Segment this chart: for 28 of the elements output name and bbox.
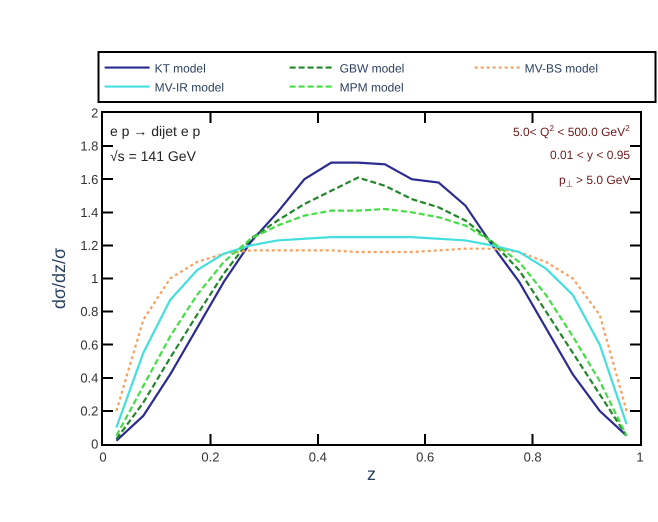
x-tick-label: 0.8: [524, 450, 542, 465]
y-tick-label: 1.6: [80, 172, 98, 187]
legend-label: MPM model: [340, 80, 404, 94]
y-tick-label: 0.4: [80, 370, 98, 386]
y-axis-title: dσ/dz/σ: [49, 248, 70, 310]
legend-label: GBW model: [340, 61, 404, 76]
annotation: 0.01 < y < 0.95: [550, 148, 630, 162]
annotation: p$_{⊥}$ > 5.0 GeV: [559, 173, 630, 189]
x-tick-label: 0.4: [308, 450, 327, 465]
y-tick-label: 1.8: [80, 138, 98, 154]
y-tick-label: 2: [91, 106, 98, 121]
y-tick-label: 0.8: [80, 304, 98, 320]
annotation: e p → dijet e p: [110, 123, 200, 139]
legend-label: KT model: [154, 61, 206, 76]
legend-label: MV-BS model: [524, 61, 598, 76]
x-tick-label: 1: [636, 450, 644, 465]
x-tick-label: 0.6: [416, 450, 434, 465]
y-tick-label: 0: [91, 436, 98, 452]
y-tick-label: 1: [91, 271, 98, 286]
annotation: √s = 141 GeV: [110, 148, 197, 164]
x-axis-title: z: [367, 464, 376, 484]
legend-label: MV-IR model: [154, 80, 224, 94]
y-tick-label: 1.2: [80, 238, 98, 253]
y-tick-label: 0.2: [80, 403, 98, 418]
y-tick-label: 1.4: [80, 204, 98, 220]
annotation: 5.0< Q$^{2}$ < 500.0 GeV$^{2}$: [513, 123, 630, 140]
y-tick-label: 0.6: [80, 337, 98, 352]
x-tick-label: 0.2: [201, 450, 220, 465]
